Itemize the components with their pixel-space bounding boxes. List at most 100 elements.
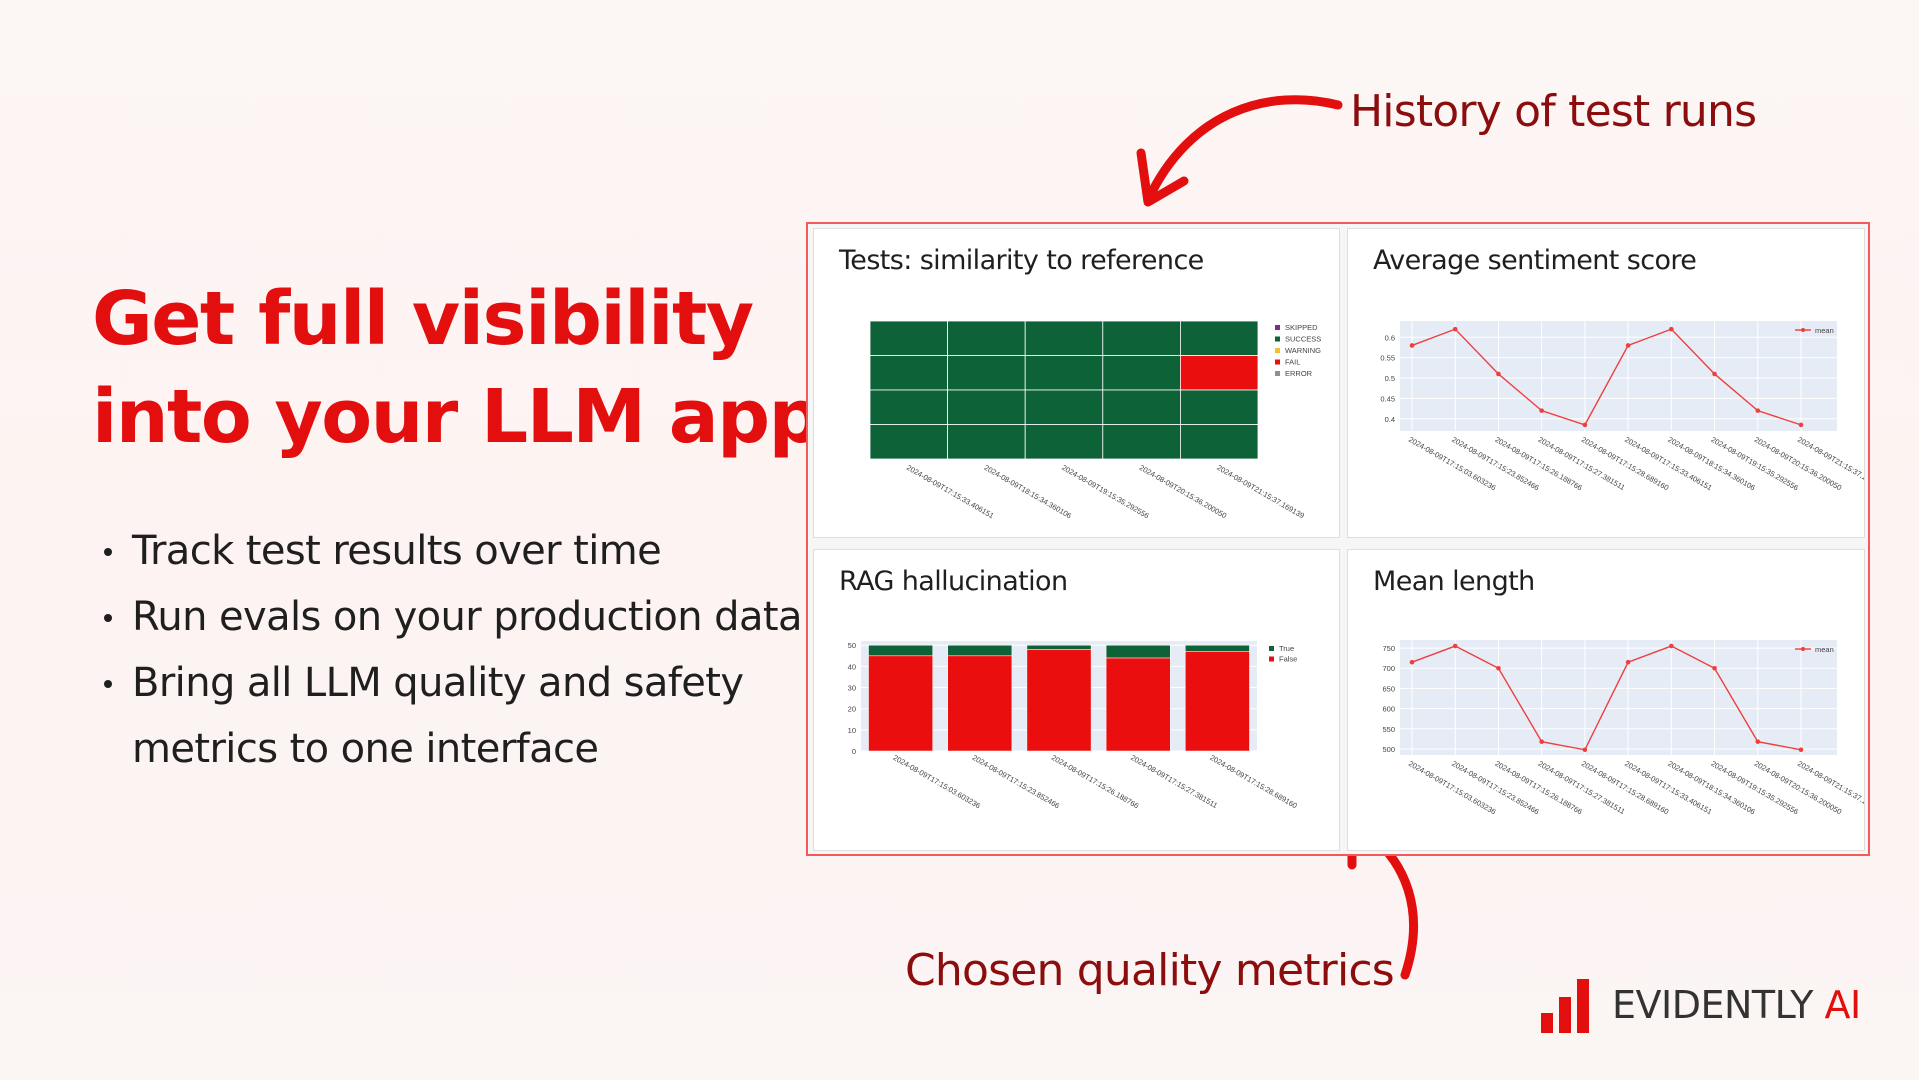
panel-similarity-tests: Tests: similarity to reference 2024-08-0… xyxy=(813,228,1340,538)
data-point xyxy=(1496,665,1501,671)
data-point xyxy=(1798,747,1804,753)
heatmap-cell xyxy=(1024,355,1104,391)
feature-text: Bring all LLM quality and safety xyxy=(132,660,744,706)
panel-title: Mean length xyxy=(1373,566,1535,597)
heatmap-cell xyxy=(1179,424,1259,460)
legend-label: WARNING xyxy=(1285,346,1321,355)
y-tick-label: 0 xyxy=(852,747,856,756)
logo-bars-icon xyxy=(1541,979,1589,1033)
legend-label: FAIL xyxy=(1285,358,1300,367)
legend-swatch xyxy=(1275,348,1280,353)
data-point xyxy=(1452,643,1458,649)
headline-line-1: Get full visibility xyxy=(92,276,754,362)
y-tick-label: 0.5 xyxy=(1385,374,1395,383)
panel-title: Average sentiment score xyxy=(1373,245,1697,276)
logo-accent: AI xyxy=(1812,983,1862,1027)
data-point xyxy=(1625,343,1631,348)
y-tick-label: 50 xyxy=(848,641,856,650)
heatmap-cell xyxy=(869,424,948,460)
legend-label: True xyxy=(1279,644,1294,653)
series-line xyxy=(1411,328,1802,426)
legend-label: SUCCESS xyxy=(1285,335,1321,344)
legend-label: SKIPPED xyxy=(1285,323,1318,332)
heatmap-cell xyxy=(1179,389,1259,425)
data-point xyxy=(1625,659,1631,665)
y-tick-label: 0.6 xyxy=(1385,333,1395,342)
dashboard-frame: Tests: similarity to reference 2024-08-0… xyxy=(806,222,1870,856)
x-tick-label: 2024-08-09T19:15:35.292556 xyxy=(1060,463,1150,520)
bar-segment xyxy=(1185,644,1250,652)
feature-text: Track test results over time xyxy=(132,528,662,574)
logo-wordmark: EVIDENTLY xyxy=(1612,983,1813,1027)
feature-text: Run evals on your production data xyxy=(132,594,802,640)
data-point xyxy=(1669,326,1674,332)
panel-mean-length: Mean length 500 550 600 650 700 750 2024-08-09… xyxy=(1347,549,1865,851)
data-point xyxy=(1409,659,1415,665)
x-tick-label: 2024-08-09T17:15:23.852466 xyxy=(971,753,1061,810)
legend-swatch xyxy=(1275,359,1280,365)
legend-swatch xyxy=(1269,656,1274,662)
heatmap-cell xyxy=(1024,389,1104,425)
bar-segment xyxy=(947,655,1013,752)
legend-label: False xyxy=(1279,655,1297,664)
x-tick-label: 2024-08-09T18:15:34.360106 xyxy=(983,463,1073,520)
feature-list: Track test results over time Run evals o… xyxy=(100,518,802,782)
data-point xyxy=(1409,343,1415,348)
heatmap-cell xyxy=(1102,320,1181,356)
bar-segment xyxy=(868,655,933,752)
data-point xyxy=(1539,408,1544,413)
bar-segment xyxy=(1105,657,1171,752)
heatmap-cell xyxy=(947,389,1026,425)
heatmap-cell xyxy=(1102,389,1181,425)
x-tick-label: 2024-08-09T17:15:27.381511 xyxy=(1129,753,1219,810)
heatmap-cell xyxy=(947,355,1026,391)
panel-sentiment: Average sentiment score 0.4 0.45 0.5 0.55 0.… xyxy=(1347,228,1865,538)
y-tick-label: 0.45 xyxy=(1380,394,1395,403)
legend-swatch xyxy=(1269,646,1274,651)
arrow-history-icon xyxy=(1136,95,1343,207)
panel-title: Tests: similarity to reference xyxy=(839,245,1204,276)
logo-text: EVIDENTLY AI xyxy=(1612,985,1861,1025)
data-point xyxy=(1712,371,1717,377)
bar-segment xyxy=(947,644,1013,657)
data-point xyxy=(1582,747,1588,753)
heatmap-cell xyxy=(869,355,948,391)
headline-line-2: into your LLM app xyxy=(92,374,822,460)
y-tick-label: 40 xyxy=(848,662,856,671)
x-tick-label: 2024-08-09T17:15:28.689160 xyxy=(1208,753,1298,810)
x-tick-label: 2024-08-09T20:15:36.200050 xyxy=(1138,463,1228,520)
heatmap-cell xyxy=(1024,320,1104,356)
series-line xyxy=(1411,645,1802,751)
legend-swatch xyxy=(1275,325,1280,330)
y-tick-label: 750 xyxy=(1382,644,1395,653)
heatmap-cell xyxy=(869,389,948,425)
data-point xyxy=(1755,739,1761,744)
feature-item: Track test results over time xyxy=(100,518,802,584)
feature-item: Bring all LLM quality and safety metrics … xyxy=(100,650,802,782)
feature-item: Run evals on your production data xyxy=(100,584,802,650)
y-tick-label: 600 xyxy=(1382,705,1395,714)
legend-marker xyxy=(1801,328,1805,332)
y-tick-label: 10 xyxy=(848,726,856,735)
data-point xyxy=(1798,422,1804,428)
data-point xyxy=(1539,739,1544,744)
data-point xyxy=(1452,326,1458,332)
legend-swatch xyxy=(1275,371,1280,376)
bar-segment xyxy=(1026,649,1092,752)
panel-rag-hallucination: RAG hallucination 0 10 20 30 40 50 2024-08-09T… xyxy=(813,549,1340,851)
length-line-chart: 5005506006507007502024-08-09T17:15:03.60… xyxy=(1382,640,1864,816)
data-point xyxy=(1712,665,1717,671)
heatmap-cell xyxy=(947,320,1026,356)
bar-segment xyxy=(868,644,933,657)
legend-label: mean xyxy=(1815,326,1834,335)
heatmap-cell xyxy=(1102,424,1181,460)
y-tick-label: 20 xyxy=(848,705,856,714)
legend-label: mean xyxy=(1815,645,1834,654)
y-tick-label: 30 xyxy=(848,684,856,693)
x-tick-label: 2024-08-09T17:15:03.603236 xyxy=(892,753,982,810)
sentiment-line-chart: 0.40.450.50.550.62024-08-09T17:15:03.603… xyxy=(1380,321,1864,492)
bar-segment xyxy=(1105,644,1171,659)
y-tick-label: 0.4 xyxy=(1385,415,1395,424)
data-point xyxy=(1669,643,1674,649)
y-tick-label: 550 xyxy=(1382,725,1395,734)
